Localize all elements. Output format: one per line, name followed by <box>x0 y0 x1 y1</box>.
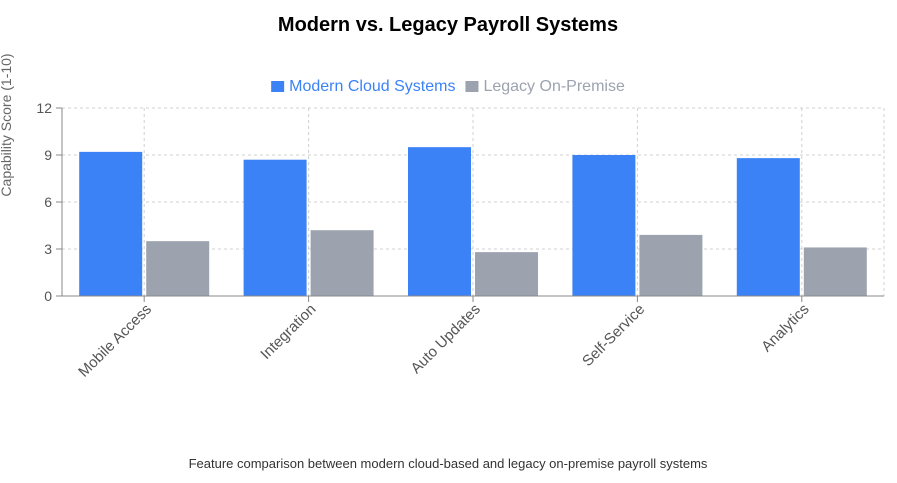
x-ticks: Mobile Access Integration Auto Updates Self… <box>75 301 812 381</box>
y-axis-label: Capability Score (1-10) <box>0 53 14 196</box>
y-ticks: 0 3 6 9 12 <box>36 100 52 304</box>
y-tick-label: 9 <box>44 147 52 163</box>
x-tick-label: Self-Service <box>579 301 648 370</box>
legend-item[interactable]: Legacy On-Premise <box>465 78 625 95</box>
bar-modern-mobile-access[interactable] <box>79 151 143 296</box>
y-tick-label: 0 <box>44 288 52 304</box>
legend-label: Legacy On-Premise <box>483 78 624 95</box>
bars <box>79 147 867 296</box>
legend[interactable]: Modern Cloud Systems Legacy On-Premise <box>271 78 625 95</box>
y-tick-label: 12 <box>36 100 52 116</box>
bar-legacy-auto-updates[interactable] <box>475 252 538 296</box>
bar-legacy-analytics[interactable] <box>803 247 867 296</box>
legend-item[interactable]: Modern Cloud Systems <box>271 78 455 95</box>
x-tick-label: Mobile Access <box>75 301 155 381</box>
x-tick-label: Integration <box>257 301 319 363</box>
legend-swatch <box>465 81 479 92</box>
bar-modern-integration[interactable] <box>243 159 307 296</box>
chart-title: Modern vs. Legacy Payroll Systems <box>278 14 618 36</box>
bar-modern-self-service[interactable] <box>572 155 636 296</box>
axes <box>56 107 884 302</box>
bar-legacy-mobile-access[interactable] <box>146 241 210 296</box>
legend-swatch <box>271 81 285 92</box>
bar-legacy-self-service[interactable] <box>639 234 703 296</box>
legend-label: Modern Cloud Systems <box>289 78 455 95</box>
bar-legacy-integration[interactable] <box>310 230 374 296</box>
bar-modern-auto-updates[interactable] <box>408 147 471 296</box>
y-tick-label: 6 <box>44 194 52 210</box>
bar-modern-analytics[interactable] <box>736 158 800 296</box>
x-tick-label: Auto Updates <box>408 301 484 377</box>
chart-caption: Feature comparison between modern cloud-… <box>189 456 708 471</box>
y-tick-label: 3 <box>44 241 52 257</box>
x-tick-label: Analytics <box>758 301 812 355</box>
